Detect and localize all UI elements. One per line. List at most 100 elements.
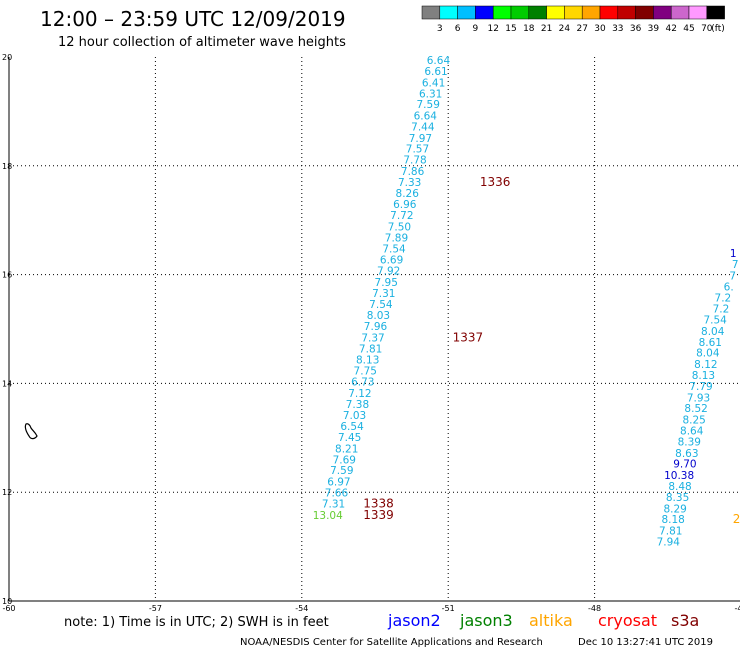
swh-label: 8.04 (696, 348, 720, 360)
colorbar-label: 45 (683, 24, 694, 34)
colorbar-label: 27 (576, 24, 587, 34)
y-tick-label: 10 (2, 597, 12, 606)
swh-labels: 6.646.616.416.317.596.647.447.977.577.78… (313, 55, 739, 548)
swh-label: 1 (730, 248, 737, 260)
colorbar-label: 21 (541, 24, 552, 34)
footer-timestamp: Dec 10 13:27:41 UTC 2019 (578, 637, 713, 648)
x-tick-labels: -60 -57 -54 -51 -48 -45 (2, 604, 740, 613)
y-tick-labels: 10 12 14 16 18 20 (2, 53, 12, 606)
footer-note: note: 1) Time is in UTC; 2) SWH is in fe… (64, 615, 329, 630)
colorbar-swatch (421, 5, 441, 20)
swh-label: 7.31 (322, 498, 345, 510)
swh-label: 8.13 (356, 354, 379, 366)
x-tick-label: -57 (149, 604, 162, 613)
island-outline (24, 423, 38, 440)
swh-label: 6.54 (340, 421, 364, 433)
x-tick-label: -54 (295, 604, 308, 613)
swh-label: 8.12 (694, 359, 717, 371)
colorbar-swatch (510, 5, 530, 20)
colorbar-label: 9 (473, 24, 479, 34)
swh-label: 9.70 (673, 459, 696, 471)
swh-label: 7.44 (411, 121, 435, 133)
time-label: 2108 (733, 512, 740, 526)
footer-credit: NOAA/NESDIS Center for Satellite Applica… (240, 637, 543, 648)
colorbar-swatch (457, 5, 476, 20)
swh-label: 7.75 (354, 366, 377, 378)
swh-label: 7.86 (401, 166, 425, 178)
colorbar-swatch (528, 5, 547, 20)
swh-label: 7.2 (715, 292, 732, 304)
legend-item-s3a: s3a (671, 611, 699, 630)
time-label: 1337 (453, 331, 484, 345)
swh-label: 6.64 (414, 111, 438, 123)
colorbar-swatch (439, 5, 458, 20)
swh-label: 7.94 (657, 537, 681, 549)
swh-label: 6.31 (419, 88, 442, 100)
colorbar-swatch (706, 5, 725, 20)
swh-label: 8.29 (663, 503, 686, 515)
colorbar-label: 42 (665, 24, 676, 34)
swh-label: 7.50 (388, 222, 411, 234)
legend-item-jason2: jason2 (387, 611, 441, 630)
swh-label: 8.21 (335, 443, 358, 455)
swh-label: 10.38 (664, 470, 694, 482)
time-label: 1339 (363, 508, 394, 522)
swh-label: 6.64 (427, 55, 451, 67)
swh-label: 7.59 (330, 465, 353, 477)
colorbar-label: 39 (648, 24, 660, 34)
colorbar: 3 6 9 12 15 18 21 24 27 30 33 36 39 42 45 70(ft) (421, 5, 725, 34)
swh-label: 13.04 (313, 510, 343, 522)
y-tick-label: 18 (2, 162, 12, 171)
swh-label: 7.31 (372, 288, 395, 300)
swh-label: 6.96 (393, 199, 417, 211)
swh-label: 7.72 (390, 210, 413, 222)
swh-label: 7 (732, 259, 739, 271)
swh-label: 7.54 (703, 315, 727, 327)
swh-label: 7.45 (338, 432, 361, 444)
y-tick-label: 12 (2, 488, 12, 497)
colorbar-label: 3 (437, 24, 443, 34)
colorbar-swatch (546, 5, 565, 20)
swh-label: 7.69 (333, 454, 356, 466)
swh-label: 7.97 (409, 133, 432, 145)
swh-label: 7 (729, 270, 736, 282)
swh-label: 7.57 (406, 144, 429, 156)
swh-label: 7.89 (385, 232, 408, 244)
colorbar-label: 18 (523, 24, 535, 34)
swh-label: 8.63 (675, 448, 698, 460)
x-tick-label: -45 (734, 604, 740, 613)
colorbar-swatch (475, 5, 494, 20)
colorbar-label: 6 (455, 24, 461, 34)
swh-label: 7.92 (377, 266, 400, 278)
swh-label: 7.59 (417, 99, 440, 111)
page-title: 12:00 – 23:59 UTC 12/09/2019 (40, 7, 346, 31)
swh-label: 8.52 (684, 403, 707, 415)
page-subtitle: 12 hour collection of altimeter wave hei… (58, 35, 346, 50)
colorbar-label: 33 (612, 24, 623, 34)
satellite-legend: jason2 jason3 altika cryosat s3a (387, 611, 699, 630)
colorbar-label: 12 (487, 24, 498, 34)
swh-label: 7.37 (361, 333, 384, 345)
colorbar-label: 36 (630, 24, 642, 34)
swh-label: 8.26 (396, 188, 420, 200)
swh-label: 7.81 (659, 526, 682, 538)
swh-label: 7.33 (398, 177, 421, 189)
colorbar-swatch (617, 5, 636, 20)
colorbar-swatch (581, 5, 601, 20)
swh-label: 6.97 (327, 477, 350, 489)
swh-label: 6.73 (351, 377, 374, 389)
swh-label: 7.81 (359, 343, 382, 355)
swh-label: 7.95 (375, 277, 398, 289)
colorbar-swatch (653, 5, 672, 20)
y-tick-label: 16 (2, 271, 12, 280)
swh-label: 7.66 (325, 488, 349, 500)
swh-label: 8.35 (666, 492, 689, 504)
colorbar-swatch (670, 5, 690, 20)
x-tick-label: -60 (2, 604, 15, 613)
time-label: 1336 (480, 175, 511, 189)
colorbar-label: 70 (701, 24, 713, 34)
swh-label: 7.96 (364, 321, 388, 333)
